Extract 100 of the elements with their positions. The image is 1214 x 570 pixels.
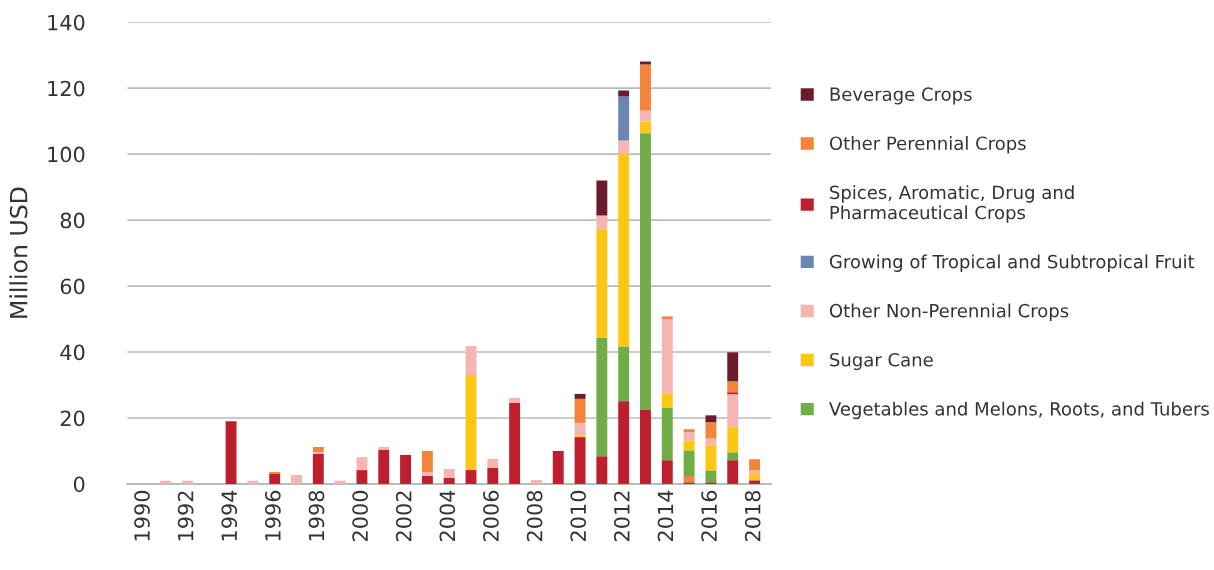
legend-label: Spices, Aromatic, Drug and Pharmaceutical Crops — [830, 185, 1074, 223]
bar — [661, 319, 673, 394]
bar — [749, 474, 760, 481]
bar — [749, 480, 760, 484]
bar — [727, 352, 739, 382]
bar — [291, 475, 302, 484]
bar — [749, 459, 760, 471]
bar — [400, 454, 412, 484]
bar — [661, 460, 673, 484]
bar — [640, 64, 651, 111]
bar — [443, 469, 455, 478]
bar — [312, 453, 324, 484]
y-tick-label: 0 — [73, 476, 85, 493]
x-tick-label: 1994 — [221, 490, 238, 541]
legend-label: Sugar Cane — [830, 352, 933, 371]
bar — [596, 337, 608, 457]
bar — [661, 393, 673, 408]
bar — [596, 229, 608, 338]
bar — [247, 480, 259, 484]
bar — [509, 402, 521, 484]
bar — [421, 476, 433, 484]
bar — [640, 61, 651, 65]
x-tick-label: 2016 — [701, 490, 717, 541]
bar — [683, 450, 695, 477]
bar — [640, 133, 651, 410]
bar — [596, 456, 608, 484]
x-tick-label: 2012 — [613, 491, 630, 541]
bar — [727, 427, 739, 453]
y-axis-title: Million USD — [9, 187, 28, 318]
y-tick-label: 140 — [48, 14, 85, 31]
y-tick-label: 120 — [48, 80, 85, 97]
bar — [465, 346, 477, 376]
x-tick-label: 2018 — [744, 490, 761, 541]
bar — [640, 409, 651, 484]
bar — [705, 445, 717, 471]
x-tick-label: 2014 — [657, 490, 674, 541]
bar — [705, 470, 717, 483]
bar — [312, 446, 324, 452]
bar — [574, 393, 586, 399]
x-tick-label: 1992 — [177, 491, 194, 541]
bar — [618, 90, 630, 97]
bar — [378, 446, 390, 450]
y-tick-label: 60 — [60, 278, 85, 295]
bar — [182, 480, 193, 484]
bar — [487, 467, 499, 484]
x-tick-label: 2006 — [483, 490, 499, 541]
x-tick-label: 2008 — [526, 490, 543, 541]
bar — [705, 422, 717, 439]
y-tick-label: 100 — [48, 146, 85, 163]
x-tick-label: 1990 — [134, 490, 150, 541]
bar — [661, 407, 673, 461]
bar — [683, 432, 695, 441]
bar — [487, 458, 499, 468]
bar — [727, 381, 739, 393]
bar — [574, 398, 586, 423]
bar — [509, 397, 521, 403]
bar — [225, 421, 237, 484]
bar — [618, 346, 630, 402]
legend-label: Other Perennial Crops — [829, 136, 1026, 154]
bar — [683, 440, 695, 451]
bar — [378, 449, 390, 484]
bar — [618, 153, 630, 347]
bar — [334, 480, 346, 484]
bar — [618, 96, 630, 141]
bar — [640, 121, 651, 134]
bar — [574, 437, 586, 484]
bar — [727, 452, 739, 461]
bar — [574, 422, 586, 436]
bar — [356, 457, 368, 471]
bar — [683, 429, 695, 433]
bar — [356, 470, 368, 484]
bar — [683, 476, 695, 483]
legend-label: Other Non-Perennial Crops — [829, 303, 1069, 321]
bar — [640, 110, 651, 122]
y-tick-label: 40 — [60, 344, 85, 361]
bar — [421, 472, 433, 477]
y-tick-label: 20 — [60, 410, 85, 427]
bar — [749, 470, 760, 475]
bar — [443, 477, 455, 484]
bar — [618, 401, 630, 484]
legend-label: Growing of Tropical and Subtropical Fruit — [829, 254, 1195, 272]
bar — [727, 460, 739, 484]
bar — [530, 479, 542, 484]
bar — [727, 394, 739, 428]
y-tick-label: 80 — [60, 212, 85, 229]
bar — [705, 415, 717, 423]
legend-label: Beverage Crops — [830, 87, 972, 105]
bar — [465, 470, 477, 484]
legend-label: Vegetables and Melons, Roots, and Tubers — [829, 401, 1209, 420]
bar — [160, 480, 172, 484]
bar — [596, 215, 608, 230]
x-tick-label: 2010 — [570, 490, 587, 541]
bar — [269, 474, 281, 484]
x-tick-label: 2002 — [395, 491, 412, 541]
bar — [705, 438, 717, 446]
x-tick-label: 2004 — [439, 490, 456, 541]
x-tick-label: 1996 — [264, 490, 281, 541]
x-tick-label: 2000 — [352, 490, 368, 541]
bar — [661, 316, 673, 320]
bar — [618, 140, 630, 154]
